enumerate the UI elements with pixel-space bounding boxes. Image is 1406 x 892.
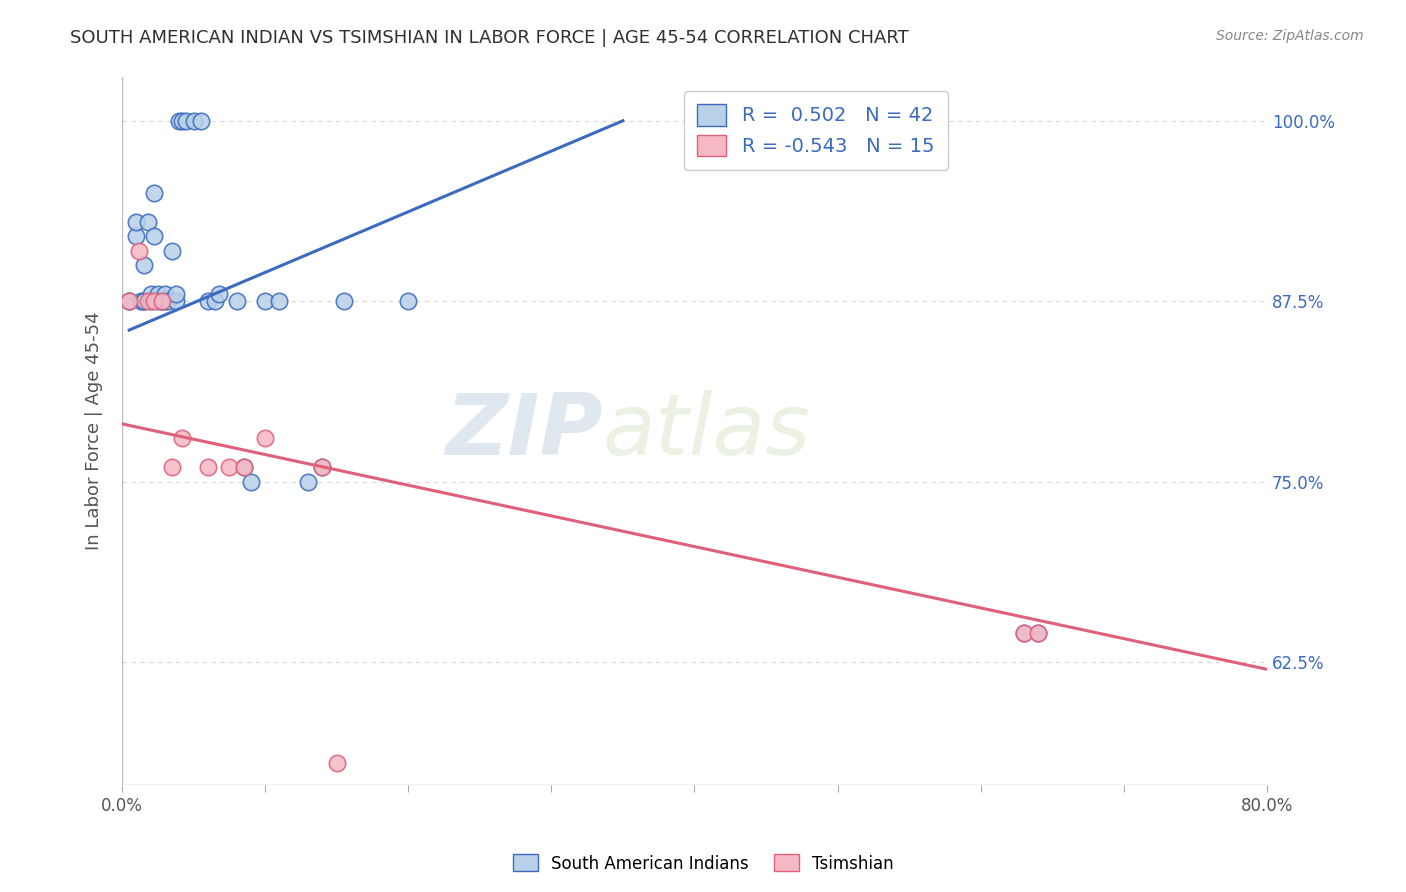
Legend: South American Indians, Tsimshian: South American Indians, Tsimshian (506, 847, 900, 880)
Point (142, 229, 165, 244)
Point (239, 475, 262, 489)
Point (150, 294, 173, 309)
Point (297, 475, 319, 489)
Point (136, 215, 159, 229)
Point (218, 460, 240, 475)
Point (172, 431, 194, 445)
Point (208, 287, 231, 301)
Point (129, 294, 152, 309)
Point (125, 215, 148, 229)
Point (153, 294, 176, 309)
Point (139, 294, 162, 309)
Point (1026, 626, 1049, 640)
Point (172, 113, 194, 128)
Point (333, 294, 356, 309)
Point (1012, 626, 1035, 640)
Point (136, 294, 159, 309)
Point (125, 229, 148, 244)
Point (156, 294, 179, 309)
Point (165, 294, 187, 309)
Legend: R =  0.502   N = 42, R = -0.543   N = 15: R = 0.502 N = 42, R = -0.543 N = 15 (683, 91, 948, 170)
Point (232, 460, 254, 475)
Point (254, 431, 277, 445)
Point (132, 294, 155, 309)
Point (183, 113, 205, 128)
Point (190, 113, 212, 128)
Point (176, 113, 198, 128)
Point (1026, 626, 1049, 640)
Point (160, 244, 183, 258)
Point (132, 258, 155, 272)
Point (225, 294, 247, 309)
Point (118, 294, 141, 309)
Text: atlas: atlas (603, 390, 811, 473)
Point (232, 460, 254, 475)
Point (153, 287, 176, 301)
Y-axis label: In Labor Force | Age 45-54: In Labor Force | Age 45-54 (86, 312, 103, 550)
Point (160, 460, 183, 475)
Point (197, 294, 219, 309)
Point (204, 294, 226, 309)
Point (118, 294, 141, 309)
Point (1012, 626, 1035, 640)
Point (139, 287, 162, 301)
Point (325, 756, 347, 770)
Point (146, 294, 169, 309)
Point (311, 460, 333, 475)
Point (142, 186, 165, 200)
Point (169, 113, 191, 128)
Point (254, 294, 277, 309)
Point (165, 287, 187, 301)
Point (128, 244, 150, 258)
Point (142, 294, 165, 309)
Point (150, 294, 173, 309)
Text: SOUTH AMERICAN INDIAN VS TSIMSHIAN IN LABOR FORCE | AGE 45-54 CORRELATION CHART: SOUTH AMERICAN INDIAN VS TSIMSHIAN IN LA… (70, 29, 910, 46)
Point (269, 294, 291, 309)
Text: ZIP: ZIP (446, 390, 603, 473)
Point (197, 460, 219, 475)
Point (132, 294, 155, 309)
Point (118, 294, 141, 309)
Point (311, 460, 333, 475)
Point (146, 287, 169, 301)
Point (150, 294, 173, 309)
Text: Source: ZipAtlas.com: Source: ZipAtlas.com (1216, 29, 1364, 43)
Point (396, 294, 419, 309)
